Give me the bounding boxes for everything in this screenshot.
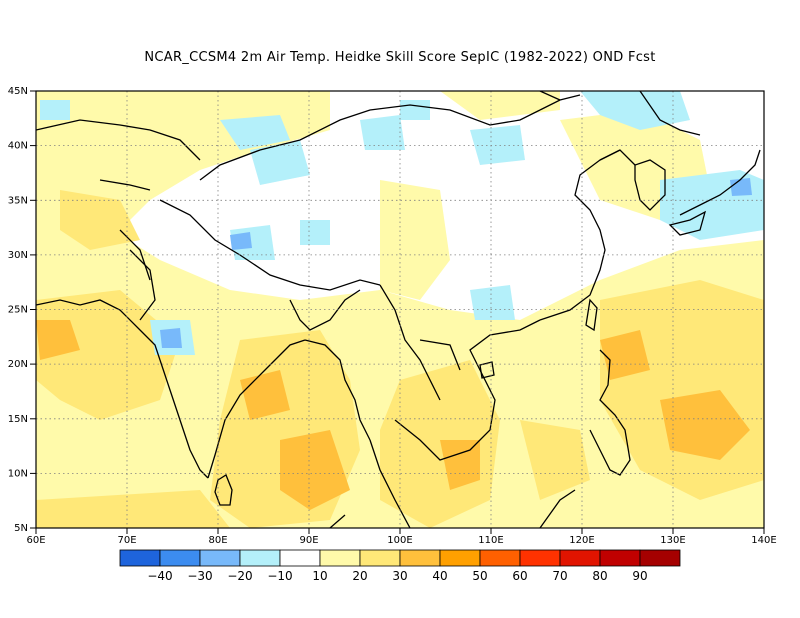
- lon-tick: 60E: [26, 535, 45, 546]
- colorbar-label: 70: [552, 569, 567, 583]
- colorbar-label: 20: [352, 569, 367, 583]
- colorbar-label: 40: [432, 569, 447, 583]
- colorbar-label: 90: [632, 569, 647, 583]
- colorbar-swatch: [559, 549, 601, 567]
- lat-tick: 45N: [8, 86, 28, 97]
- lat-tick: 35N: [8, 195, 28, 206]
- colorbar-labels: −40 −30 −20 −10 10 20 30 40 50 60 70 80 90: [147, 569, 647, 583]
- lon-tick: 130E: [660, 535, 685, 546]
- skill-field: [36, 91, 764, 528]
- colorbar-label: −10: [267, 569, 292, 583]
- colorbar-swatch: [599, 549, 641, 567]
- lon-tick: 90E: [299, 535, 318, 546]
- colorbar-label: −30: [187, 569, 212, 583]
- colorbar-swatch: [519, 549, 561, 567]
- colorbar-swatch: [439, 549, 481, 567]
- colorbar-swatch: [319, 549, 361, 567]
- lat-tick: 20N: [8, 359, 28, 370]
- lat-tick: 5N: [14, 523, 28, 534]
- colorbar-label: −20: [227, 569, 252, 583]
- colorbar-swatch: [279, 549, 321, 567]
- lon-tick: 80E: [208, 535, 227, 546]
- colorbar-swatch: [199, 549, 241, 567]
- lat-tick-labels: 5N 10N 15N 20N 25N 30N 35N 40N 45N: [8, 86, 28, 534]
- lat-tick: 15N: [8, 414, 28, 425]
- colorbar-label: 60: [512, 569, 527, 583]
- colorbar-label: 50: [472, 569, 487, 583]
- colorbar-swatch: [399, 549, 441, 567]
- colorbar-label: 80: [592, 569, 607, 583]
- lon-tick: 100E: [387, 535, 412, 546]
- colorbar-label: 30: [392, 569, 407, 583]
- colorbar-label: 10: [312, 569, 327, 583]
- colorbar-swatch: [479, 549, 521, 567]
- lon-tick: 110E: [478, 535, 503, 546]
- coastlines: [36, 91, 761, 528]
- colorbar-swatch: [359, 549, 401, 567]
- lat-tick: 40N: [8, 141, 28, 152]
- lon-tick: 70E: [117, 535, 136, 546]
- lat-tick: 25N: [8, 305, 28, 316]
- colorbar-swatch: [239, 549, 281, 567]
- lat-tick: 10N: [8, 468, 28, 479]
- lon-tick-labels: 60E 70E 80E 90E 100E 110E 120E 130E 140E: [26, 535, 776, 546]
- colorbar: [119, 549, 681, 567]
- colorbar-label: −40: [147, 569, 172, 583]
- chart-title: NCAR_CCSM4 2m Air Temp. Heidke Skill Sco…: [144, 50, 656, 65]
- lat-tick: 30N: [8, 250, 28, 261]
- colorbar-swatch: [639, 549, 681, 567]
- lon-tick: 140E: [751, 535, 776, 546]
- colorbar-swatch: [159, 549, 201, 567]
- lon-tick: 120E: [569, 535, 594, 546]
- colorbar-swatch: [119, 549, 161, 567]
- graticule: [36, 91, 764, 528]
